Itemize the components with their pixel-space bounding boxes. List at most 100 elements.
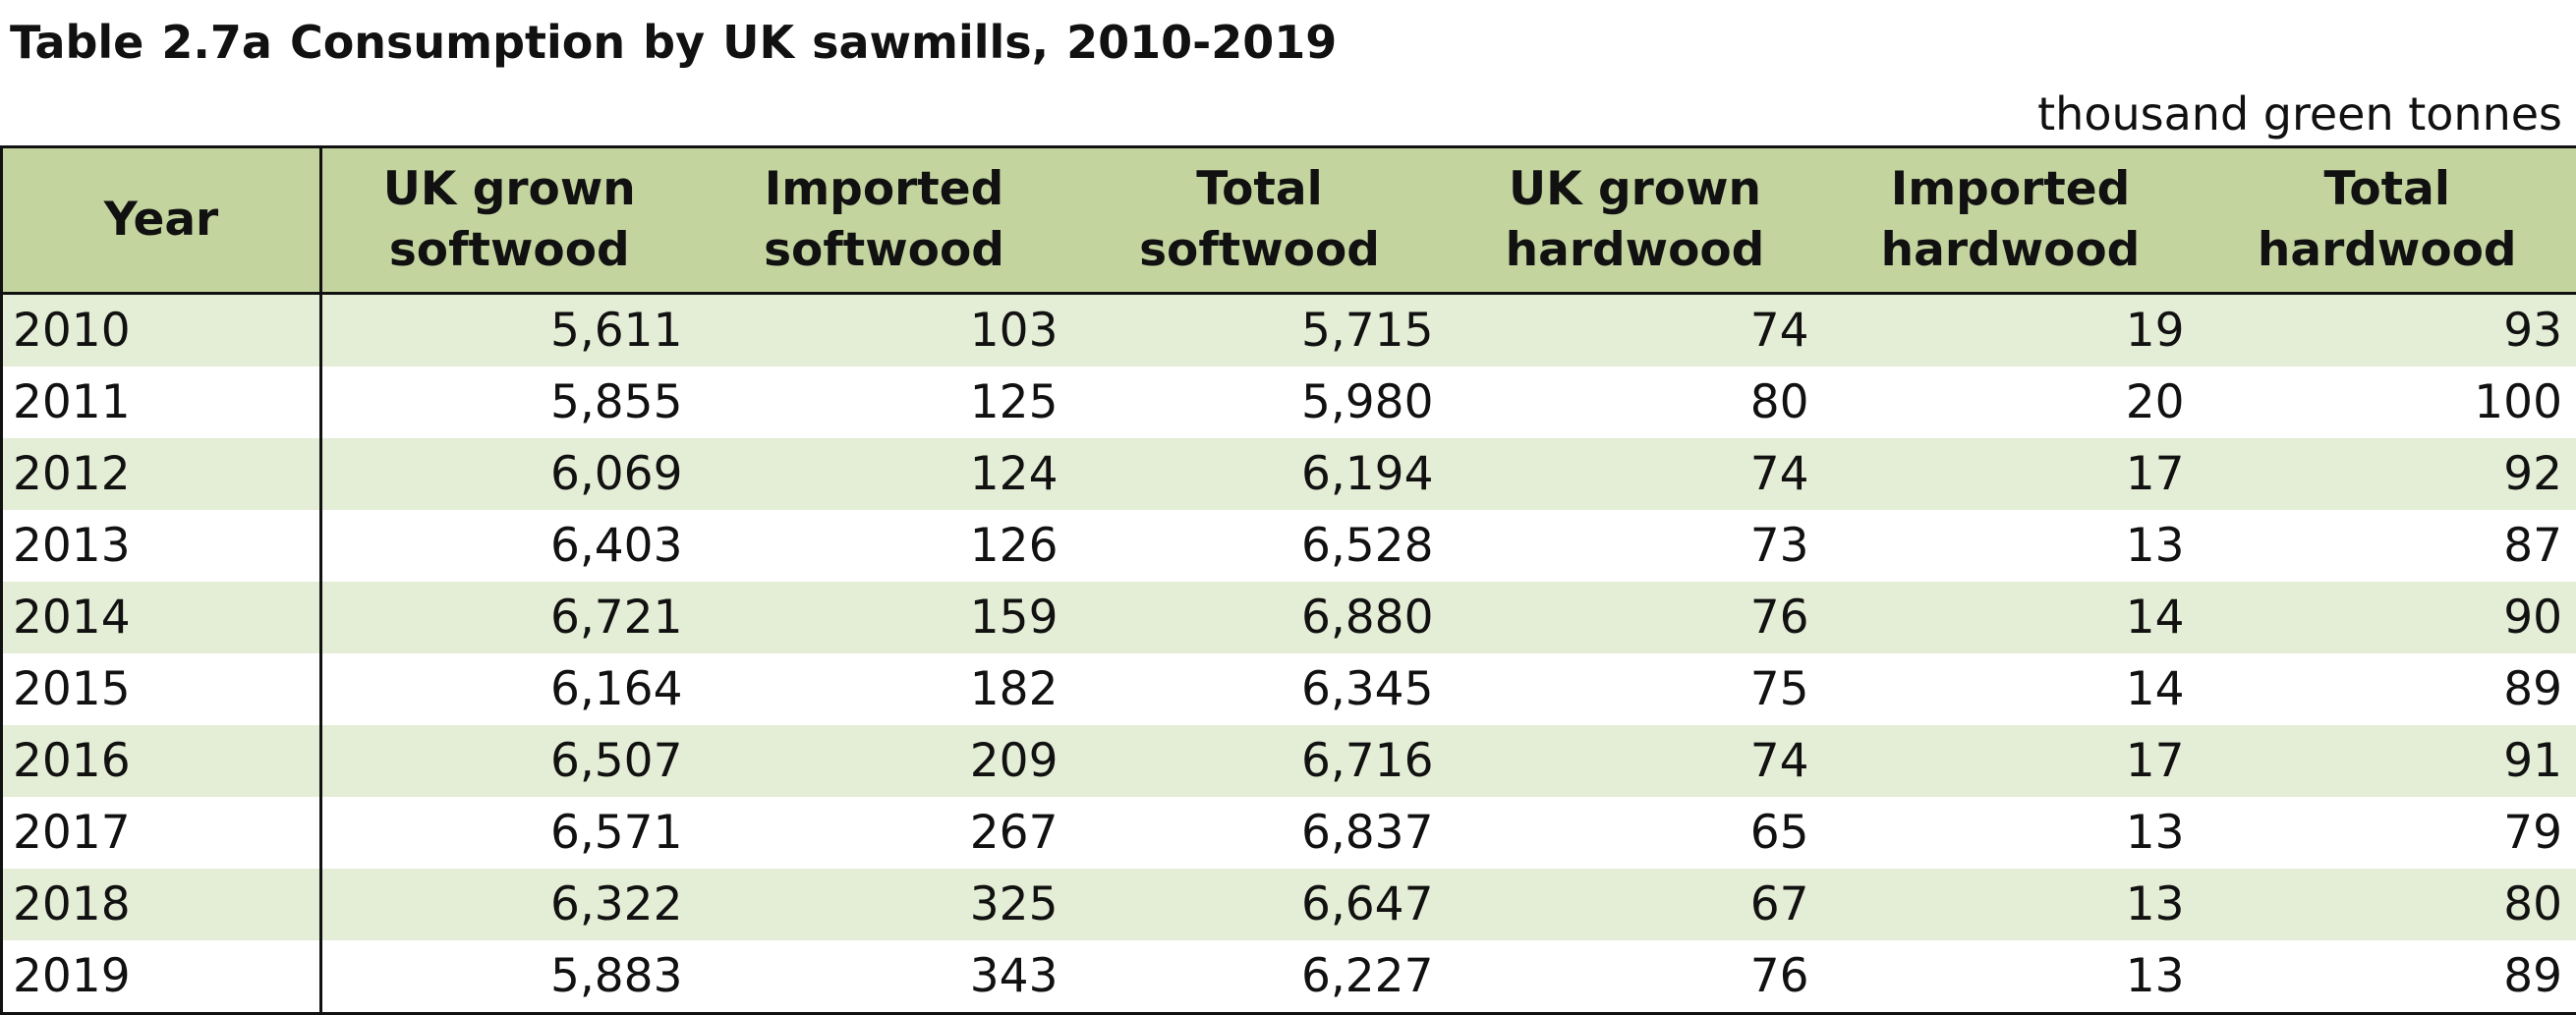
- total-softwood-cell: 6,647: [1072, 869, 1448, 940]
- header-text-line: Imported: [1823, 159, 2199, 220]
- uk-grown-hardwood-cell: 74: [1448, 438, 1823, 510]
- imported-softwood-cell: 103: [697, 294, 1072, 367]
- imported-softwood-cell: 209: [697, 725, 1072, 797]
- imported-hardwood-cell: 13: [1823, 940, 2199, 1014]
- uk-grown-softwood-cell: 6,721: [321, 582, 697, 653]
- uk-grown-hardwood-cell: 67: [1448, 869, 1823, 940]
- year-cell: 2019: [2, 940, 321, 1014]
- total-softwood-cell: 6,227: [1072, 940, 1448, 1014]
- uk-grown-hardwood-cell: 74: [1448, 294, 1823, 367]
- uk-grown-hardwood-cell: 76: [1448, 582, 1823, 653]
- total-softwood-cell: 5,980: [1072, 367, 1448, 438]
- year-cell: 2011: [2, 367, 321, 438]
- imported-hardwood-cell: 14: [1823, 653, 2199, 725]
- header-text-line: hardwood: [1823, 220, 2199, 281]
- year-cell: 2016: [2, 725, 321, 797]
- total-hardwood-cell: 89: [2199, 653, 2576, 725]
- uk-grown-hardwood-cell: 80: [1448, 367, 1823, 438]
- header-text-line: Total: [2199, 159, 2576, 220]
- header-text-line: softwood: [697, 220, 1072, 281]
- imported-softwood-cell: 159: [697, 582, 1072, 653]
- total-hardwood-cell: 89: [2199, 940, 2576, 1014]
- imported-softwood-cell: 267: [697, 797, 1072, 869]
- year-cell: 2012: [2, 438, 321, 510]
- header-text-line: UK grown: [1448, 159, 1823, 220]
- total-hardwood-cell: 91: [2199, 725, 2576, 797]
- uk-grown-hardwood-cell: 75: [1448, 653, 1823, 725]
- total-hardwood-cell: 93: [2199, 294, 2576, 367]
- imported-hardwood-cell: 13: [1823, 869, 2199, 940]
- header-year: Year: [2, 147, 321, 294]
- imported-hardwood-cell: 20: [1823, 367, 2199, 438]
- uk-grown-softwood-cell: 6,403: [321, 510, 697, 582]
- year-cell: 2014: [2, 582, 321, 653]
- imported-softwood-cell: 325: [697, 869, 1072, 940]
- total-hardwood-cell: 100: [2199, 367, 2576, 438]
- imported-hardwood-cell: 13: [1823, 797, 2199, 869]
- uk-grown-hardwood-cell: 73: [1448, 510, 1823, 582]
- total-softwood-cell: 6,716: [1072, 725, 1448, 797]
- imported-hardwood-cell: 17: [1823, 438, 2199, 510]
- imported-softwood-cell: 126: [697, 510, 1072, 582]
- total-softwood-cell: 5,715: [1072, 294, 1448, 367]
- uk-grown-softwood-cell: 5,611: [321, 294, 697, 367]
- header-text-line: hardwood: [2199, 220, 2576, 281]
- imported-softwood-cell: 125: [697, 367, 1072, 438]
- uk-grown-softwood-cell: 6,164: [321, 653, 697, 725]
- table-title: Table 2.7a Consumption by UK sawmills, 2…: [10, 10, 1337, 75]
- total-hardwood-cell: 80: [2199, 869, 2576, 940]
- uk-grown-softwood-cell: 6,571: [321, 797, 697, 869]
- uk-grown-softwood-cell: 6,069: [321, 438, 697, 510]
- imported-hardwood-cell: 13: [1823, 510, 2199, 582]
- year-cell: 2018: [2, 869, 321, 940]
- imported-softwood-cell: 124: [697, 438, 1072, 510]
- imported-hardwood-cell: 19: [1823, 294, 2199, 367]
- total-softwood-cell: 6,194: [1072, 438, 1448, 510]
- header-text-line: hardwood: [1448, 220, 1823, 281]
- header-text-line: softwood: [1072, 220, 1448, 281]
- imported-hardwood-cell: 14: [1823, 582, 2199, 653]
- total-hardwood-cell: 92: [2199, 438, 2576, 510]
- total-hardwood-cell: 90: [2199, 582, 2576, 653]
- uk-grown-softwood-cell: 5,883: [321, 940, 697, 1014]
- imported-softwood-cell: 182: [697, 653, 1072, 725]
- total-hardwood-cell: 87: [2199, 510, 2576, 582]
- year-cell: 2017: [2, 797, 321, 869]
- total-softwood-cell: 6,345: [1072, 653, 1448, 725]
- header-text-line: Total: [1072, 159, 1448, 220]
- uk-grown-softwood-cell: 6,322: [321, 869, 697, 940]
- header-text-line: Year: [3, 190, 319, 251]
- total-softwood-cell: 6,880: [1072, 582, 1448, 653]
- total-hardwood-cell: 79: [2199, 797, 2576, 869]
- year-cell: 2013: [2, 510, 321, 582]
- total-softwood-cell: 6,837: [1072, 797, 1448, 869]
- units-label: thousand green tonnes: [2037, 85, 2562, 143]
- uk-grown-hardwood-cell: 65: [1448, 797, 1823, 869]
- header-text-line: softwood: [322, 220, 697, 281]
- uk-grown-hardwood-cell: 76: [1448, 940, 1823, 1014]
- imported-softwood-cell: 343: [697, 940, 1072, 1014]
- year-cell: 2010: [2, 294, 321, 367]
- header-text-line: Imported: [697, 159, 1072, 220]
